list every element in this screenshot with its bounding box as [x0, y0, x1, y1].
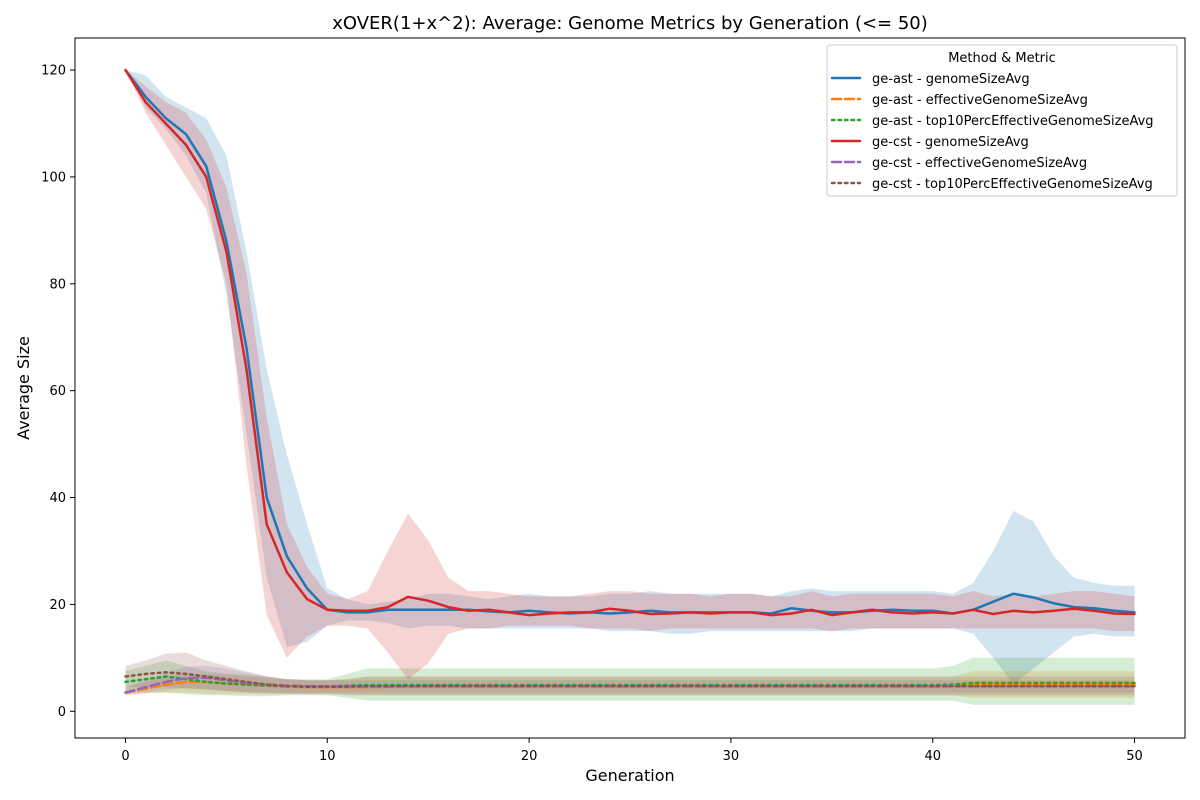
y-tick-label: 20	[49, 598, 66, 613]
y-tick-label: 40	[49, 491, 66, 506]
x-tick-label: 30	[723, 749, 740, 764]
x-tick-label: 0	[121, 749, 129, 764]
series-band-1	[125, 671, 1135, 698]
x-tick-label: 50	[1126, 749, 1143, 764]
x-tick-label: 10	[319, 749, 336, 764]
legend-label-3: ge-cst - genomeSizeAvg	[872, 135, 1029, 150]
series-band-2	[125, 657, 1135, 705]
y-axis-ticks: 0 20 40 60 80 100 120	[41, 64, 75, 720]
y-tick-label: 120	[41, 64, 66, 79]
series-band-3	[125, 70, 1135, 680]
series-line-5	[124, 671, 1136, 688]
legend-label-5: ge-cst - top10PercEffectiveGenomeSizeAvg	[872, 177, 1153, 192]
legend-title: Method & Metric	[948, 51, 1056, 66]
y-axis-label: Average Size	[14, 336, 33, 440]
series-band-0	[125, 70, 1135, 685]
series-line-3	[124, 68, 1136, 617]
x-axis-label: Generation	[585, 766, 674, 785]
legend: Method & Metric ge-ast - genomeSizeAvg ge…	[826, 44, 1178, 197]
y-tick-label: 100	[41, 170, 66, 185]
legend-box	[826, 44, 1178, 197]
y-tick-label: 80	[49, 277, 66, 292]
x-tick-label: 20	[521, 749, 538, 764]
legend-label-0: ge-ast - genomeSizeAvg	[872, 72, 1030, 87]
legend-label-2: ge-ast - top10PercEffectiveGenomeSizeAvg	[872, 114, 1154, 129]
plot-frame	[74, 37, 1186, 739]
legend-label-4: ge-cst - effectiveGenomeSizeAvg	[872, 156, 1087, 171]
x-axis-ticks: 0 10 20 30 40 50	[121, 738, 1143, 764]
legend-label-1: ge-ast - effectiveGenomeSizeAvg	[872, 93, 1088, 108]
y-tick-label: 60	[49, 384, 66, 399]
chart-title: xOVER(1+x^2): Average: Genome Metrics by…	[332, 13, 928, 34]
x-tick-label: 40	[924, 749, 941, 764]
series-lines	[124, 68, 1136, 694]
y-tick-label: 0	[58, 705, 66, 720]
